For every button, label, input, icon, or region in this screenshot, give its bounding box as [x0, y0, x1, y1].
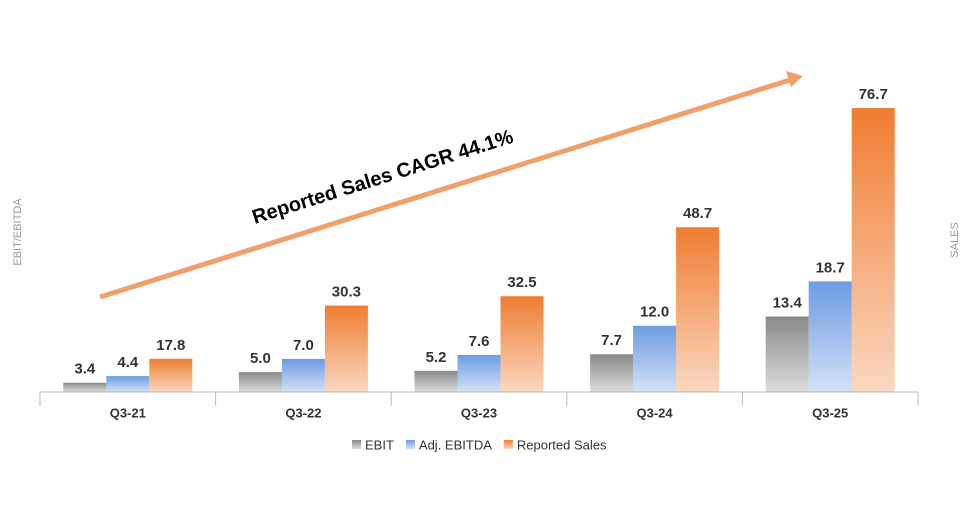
x-tick-label: Q3-24: [637, 405, 674, 420]
bar: [324, 305, 368, 392]
bar: [500, 296, 544, 392]
value-label: 7.6: [469, 333, 490, 350]
bar: [63, 382, 107, 392]
bar: [851, 108, 895, 392]
bar: [281, 358, 325, 392]
legend-label: Adj. EBITDA: [419, 437, 492, 452]
y-axis-title: EBIT/EBITDA: [12, 198, 24, 266]
trend-arrow: [99, 77, 791, 300]
y2-axis-title: SALES: [949, 222, 961, 257]
legend-swatch: [503, 440, 513, 449]
bar: [106, 376, 150, 392]
value-label: 12.0: [640, 304, 669, 321]
bar: [676, 227, 720, 392]
x-tick-label: Q3-22: [285, 405, 321, 420]
value-label: 48.7: [683, 205, 712, 222]
bar: [238, 372, 282, 392]
value-label: 5.0: [250, 350, 271, 367]
legend-swatch: [352, 440, 361, 449]
bar: [633, 325, 677, 392]
bar: [457, 354, 501, 392]
value-label: 7.0: [293, 337, 314, 354]
value-label: 5.2: [426, 349, 447, 366]
value-label: 76.7: [859, 86, 888, 103]
value-label: 32.5: [507, 274, 536, 291]
value-label: 30.3: [332, 284, 361, 301]
bar: [765, 316, 809, 392]
bar: [808, 281, 852, 392]
value-label: 13.4: [773, 294, 803, 311]
value-label: 3.4: [74, 361, 96, 378]
bar: [149, 358, 193, 392]
value-label: 18.7: [816, 259, 845, 276]
trend-arrow-head: [786, 71, 803, 87]
legend-label: Reported Sales: [517, 437, 607, 452]
value-label: 17.8: [156, 337, 185, 354]
value-label: 4.4: [117, 354, 139, 371]
bar: [414, 370, 458, 392]
x-tick-label: Q3-23: [461, 405, 497, 420]
legend-label: EBIT: [365, 437, 394, 452]
bar: [590, 354, 634, 392]
x-tick-label: Q3-25: [812, 405, 848, 420]
value-label: 7.7: [601, 332, 622, 349]
legend-swatch: [405, 440, 415, 449]
x-tick-label: Q3-21: [110, 405, 146, 420]
